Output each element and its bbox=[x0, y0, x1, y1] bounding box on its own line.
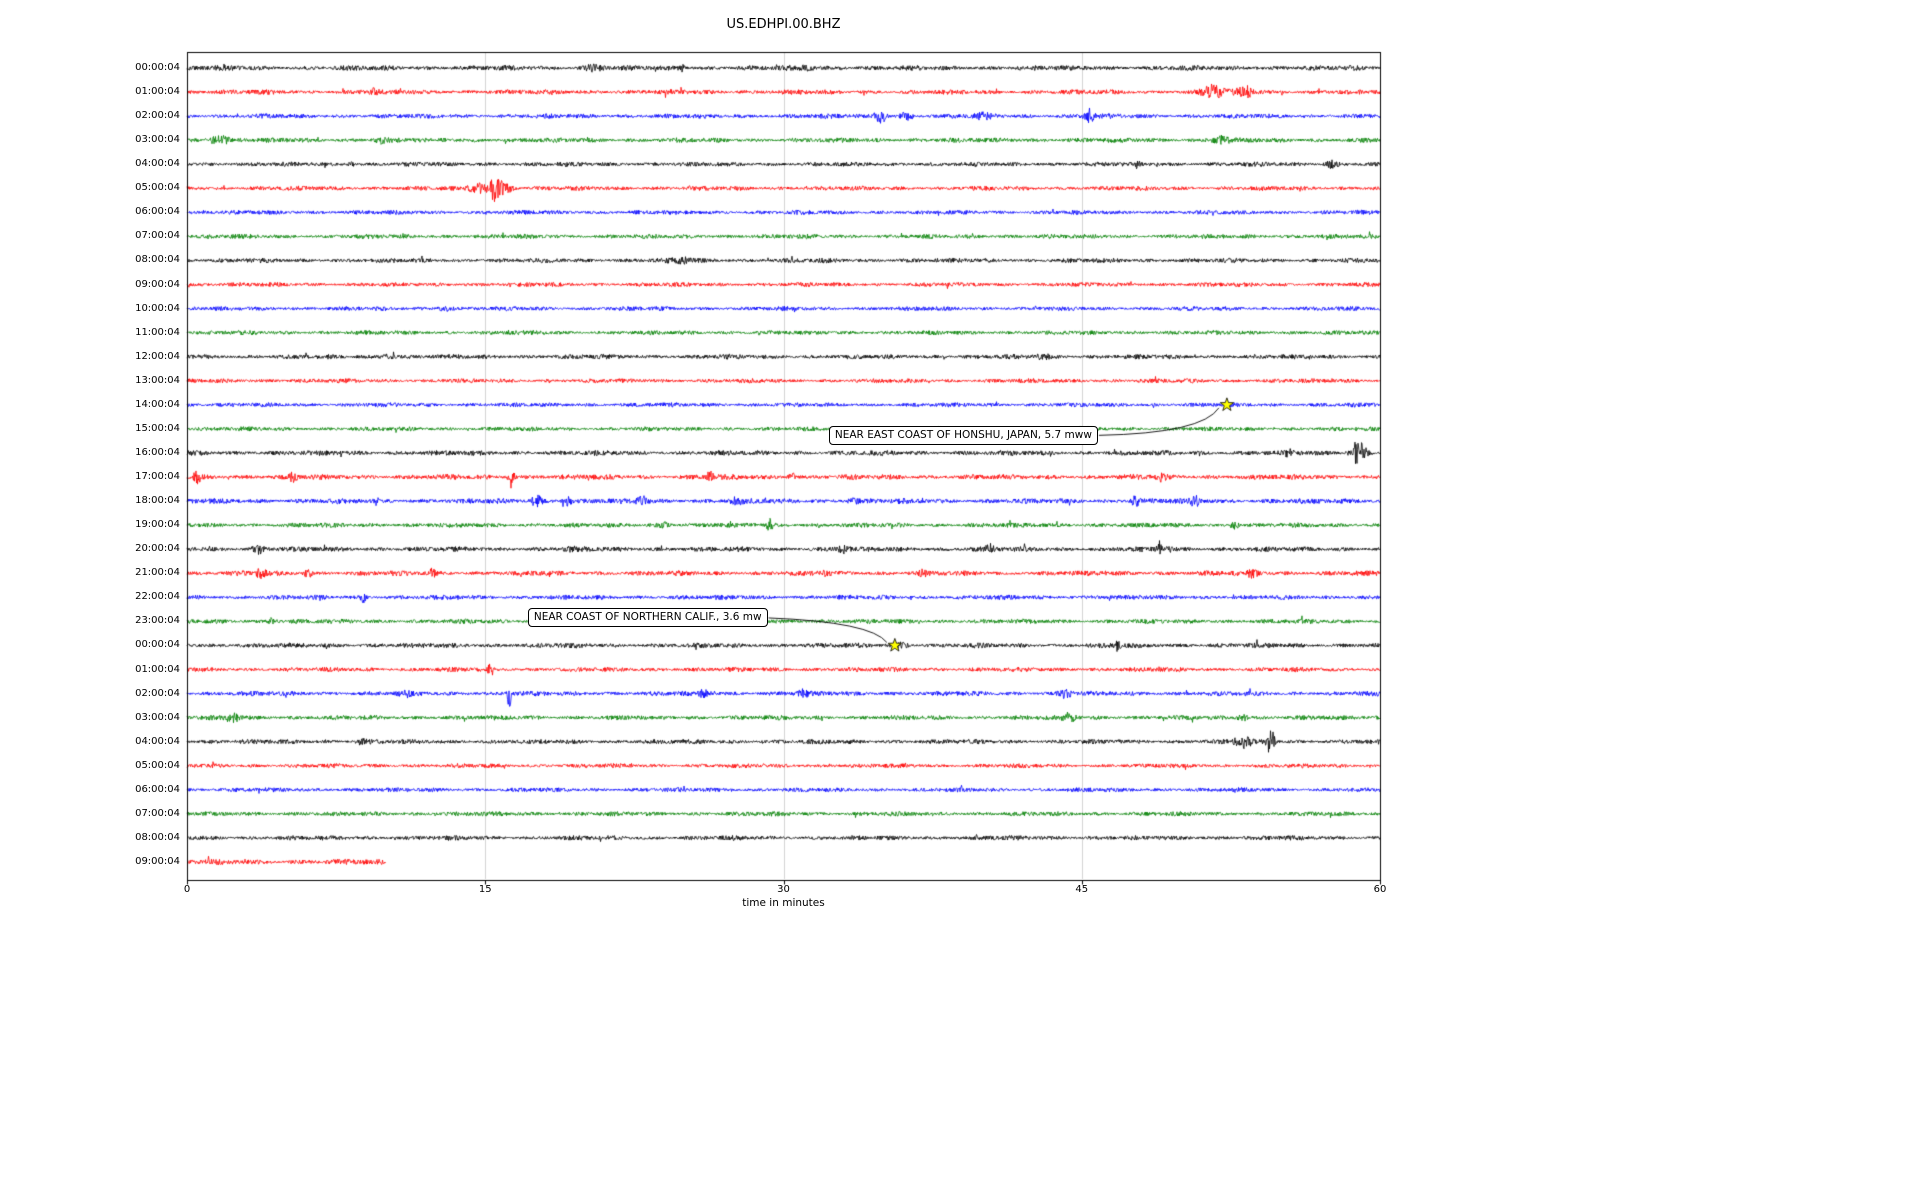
row-time-label: 07:00:04 bbox=[135, 807, 180, 819]
row-time-label: 02:00:04 bbox=[135, 110, 180, 122]
x-tick-label: 45 bbox=[1075, 884, 1089, 895]
row-time-label: 09:00:04 bbox=[135, 278, 180, 290]
row-time-label: 13:00:04 bbox=[135, 374, 180, 386]
row-time-label: 09:00:04 bbox=[135, 855, 180, 867]
row-time-label: 05:00:04 bbox=[135, 759, 180, 771]
row-time-label: 18:00:04 bbox=[135, 495, 180, 507]
row-time-label: 22:00:04 bbox=[135, 591, 180, 603]
row-time-label: 08:00:04 bbox=[135, 831, 180, 843]
row-time-label: 02:00:04 bbox=[135, 687, 180, 699]
chart-title: US.EDHPI.00.BHZ bbox=[726, 17, 841, 32]
row-time-label: 04:00:04 bbox=[135, 158, 180, 170]
row-time-label: 01:00:04 bbox=[135, 663, 180, 675]
row-time-label: 04:00:04 bbox=[135, 735, 180, 747]
row-time-label: 08:00:04 bbox=[135, 254, 180, 266]
event-annotation-ncalif: NEAR COAST OF NORTHERN CALIF., 3.6 mw bbox=[527, 608, 768, 628]
row-time-label: 20:00:04 bbox=[135, 543, 180, 555]
row-time-label: 06:00:04 bbox=[135, 206, 180, 218]
row-time-label: 06:00:04 bbox=[135, 783, 180, 795]
row-time-label: 15:00:04 bbox=[135, 422, 180, 434]
row-time-label: 03:00:04 bbox=[135, 711, 180, 723]
row-time-label: 07:00:04 bbox=[135, 230, 180, 242]
row-time-label: 05:00:04 bbox=[135, 182, 180, 194]
event-annotation-honshu: NEAR EAST COAST OF HONSHU, JAPAN, 5.7 mw… bbox=[828, 425, 1098, 445]
x-tick-label: 15 bbox=[478, 884, 492, 895]
row-time-label: 03:00:04 bbox=[135, 134, 180, 146]
row-time-label: 19:00:04 bbox=[135, 519, 180, 531]
x-tick-label: 60 bbox=[1373, 884, 1387, 895]
row-time-label: 14:00:04 bbox=[135, 398, 180, 410]
row-time-label: 10:00:04 bbox=[135, 302, 180, 314]
row-time-label: 23:00:04 bbox=[135, 615, 180, 627]
row-time-label: 17:00:04 bbox=[135, 471, 180, 483]
row-time-label: 21:00:04 bbox=[135, 567, 180, 579]
x-tick-label: 0 bbox=[183, 884, 191, 895]
row-time-label: 00:00:04 bbox=[135, 62, 180, 73]
row-time-label: 00:00:04 bbox=[135, 639, 180, 651]
row-time-label: 01:00:04 bbox=[135, 86, 180, 98]
row-time-label: 11:00:04 bbox=[135, 326, 180, 338]
x-tick-label: 30 bbox=[777, 884, 790, 895]
row-time-label: 16:00:04 bbox=[135, 446, 180, 458]
x-axis-label: time in minutes bbox=[742, 897, 825, 909]
row-time-label: 12:00:04 bbox=[135, 350, 180, 362]
